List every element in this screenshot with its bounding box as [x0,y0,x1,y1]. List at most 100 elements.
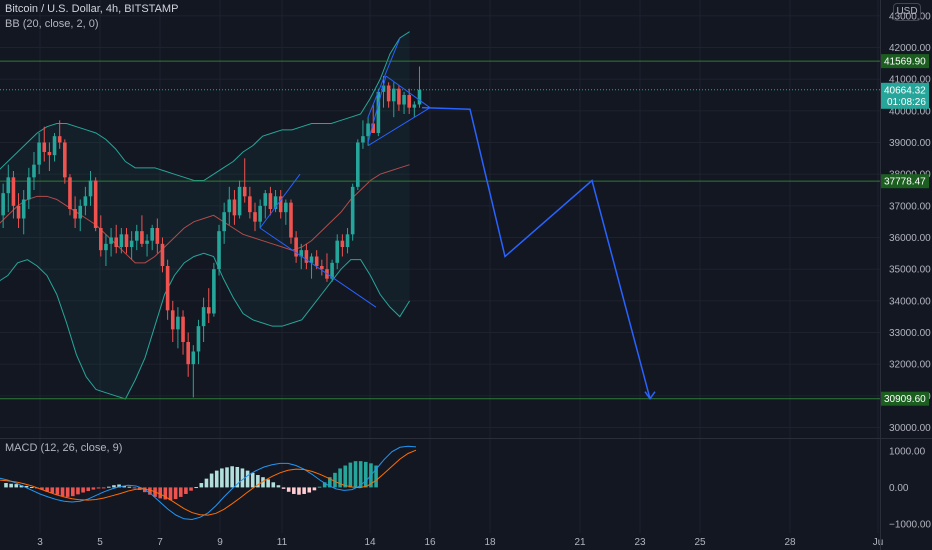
macd-histogram-bar [338,468,342,488]
macd-histogram-bar [322,482,327,488]
bollinger-fill [0,31,410,399]
candle-body [386,85,391,102]
macd-histogram-bar [55,487,60,495]
macd-histogram-bar [158,487,162,499]
candle-body [170,310,175,330]
macd-histogram-bar [204,478,209,488]
chart-title: Bitcoin / U.S. Dollar, 4h, BITSTAMP [5,3,179,15]
macd-histogram-bar [297,487,301,495]
candle-body [217,231,221,270]
macd-histogram-bar [91,487,96,490]
candle-body [134,231,139,241]
candle-body [314,256,319,266]
candle-body [145,240,149,244]
x-tick-label: 14 [364,537,376,548]
macd-y-tick-label: 0.00 [889,483,909,494]
candle-body [37,142,41,165]
macd-histogram-bar [348,462,353,488]
candle-body [320,266,324,270]
candle-body [16,205,21,219]
macd-histogram-bar [281,487,286,489]
macd-histogram-bar [178,487,183,497]
candle-body [119,234,124,247]
candle-body [242,186,247,197]
macd-histogram-bar [245,470,250,488]
macd-histogram-bar [240,468,245,488]
candle-body [206,307,211,314]
y-tick-label: 30000.00 [889,423,931,434]
macd-histogram-bar [302,487,306,494]
macd-histogram-bar [112,485,116,488]
macd-histogram-bar [76,487,80,495]
candle-body [104,243,108,251]
macd-histogram-bar [50,487,55,494]
macd-histogram-bar [374,465,378,488]
candle-body [57,136,62,143]
candle-body [99,228,103,251]
macd-histogram-bar [9,483,13,488]
macd-histogram-bar [333,472,337,488]
candle-body [186,342,190,365]
macd-histogram-bar [250,472,255,488]
level-badge-label: 41569.90 [884,57,926,68]
bar-countdown: 01:08:26 [887,97,926,108]
y-tick-label: 43000.00 [889,11,931,22]
macd-y-tick-label: −1000.00 [889,519,931,530]
candle-body [124,234,129,247]
wedge-lower [259,227,377,308]
candle-body [232,199,237,216]
macd-histogram-bar [168,487,173,501]
macd-histogram-bar [24,485,29,488]
candle-body [345,234,350,247]
macd-histogram-bar [312,487,317,491]
x-tick-label: 9 [217,537,223,548]
candle-body [201,307,206,327]
candle-body [21,199,26,219]
y-tick-label: 42000.00 [889,43,931,54]
triangle-upper-edge [385,75,431,109]
candle-body [263,193,268,206]
y-tick-label: 39000.00 [889,138,931,149]
bollinger-lower-band [0,252,411,400]
candle-body [330,262,334,279]
macd-histogram-bar [132,487,137,489]
candle-body [294,237,298,257]
y-tick-label: 34000.00 [889,296,931,307]
bollinger-legend[interactable]: BB (20, close, 2, 0) [5,18,99,30]
macd-histogram-bar [364,461,368,488]
candle-body [109,237,113,244]
candle-body [42,142,47,152]
macd-histogram-bar [189,487,193,491]
macd-histogram-bar [194,487,198,489]
candle-body [176,316,180,330]
candle-body [391,88,396,102]
candle-body [83,196,88,206]
currency-button[interactable]: USD [893,3,921,21]
triangle-upper [367,75,387,143]
macd-histogram-bar [45,487,49,492]
candle-body [181,316,185,342]
candle-body [299,250,304,257]
signal-line [0,449,417,516]
macd-legend[interactable]: MACD (12, 26, close, 9) [5,442,123,454]
macd-histogram-bar [14,484,19,488]
candle-body [227,199,232,213]
level-badge [881,174,929,189]
macd-histogram-bar [353,461,358,488]
macd-histogram-bar [81,487,85,493]
macd-histogram-bar [127,486,132,488]
x-tick-label: 25 [694,537,706,548]
candle-body [11,177,16,206]
candle-body [304,250,309,263]
candle-body [268,193,273,209]
macd-histogram-bar [65,487,70,497]
x-tick-label: 7 [157,537,163,548]
macd-histogram-bar [29,487,34,489]
macd-histogram-bar [343,465,348,488]
candle-body [273,196,278,209]
candle-body [340,240,345,247]
macd-histogram-bar [271,482,276,488]
triangle-lower [367,107,431,147]
candle-body [68,177,72,209]
